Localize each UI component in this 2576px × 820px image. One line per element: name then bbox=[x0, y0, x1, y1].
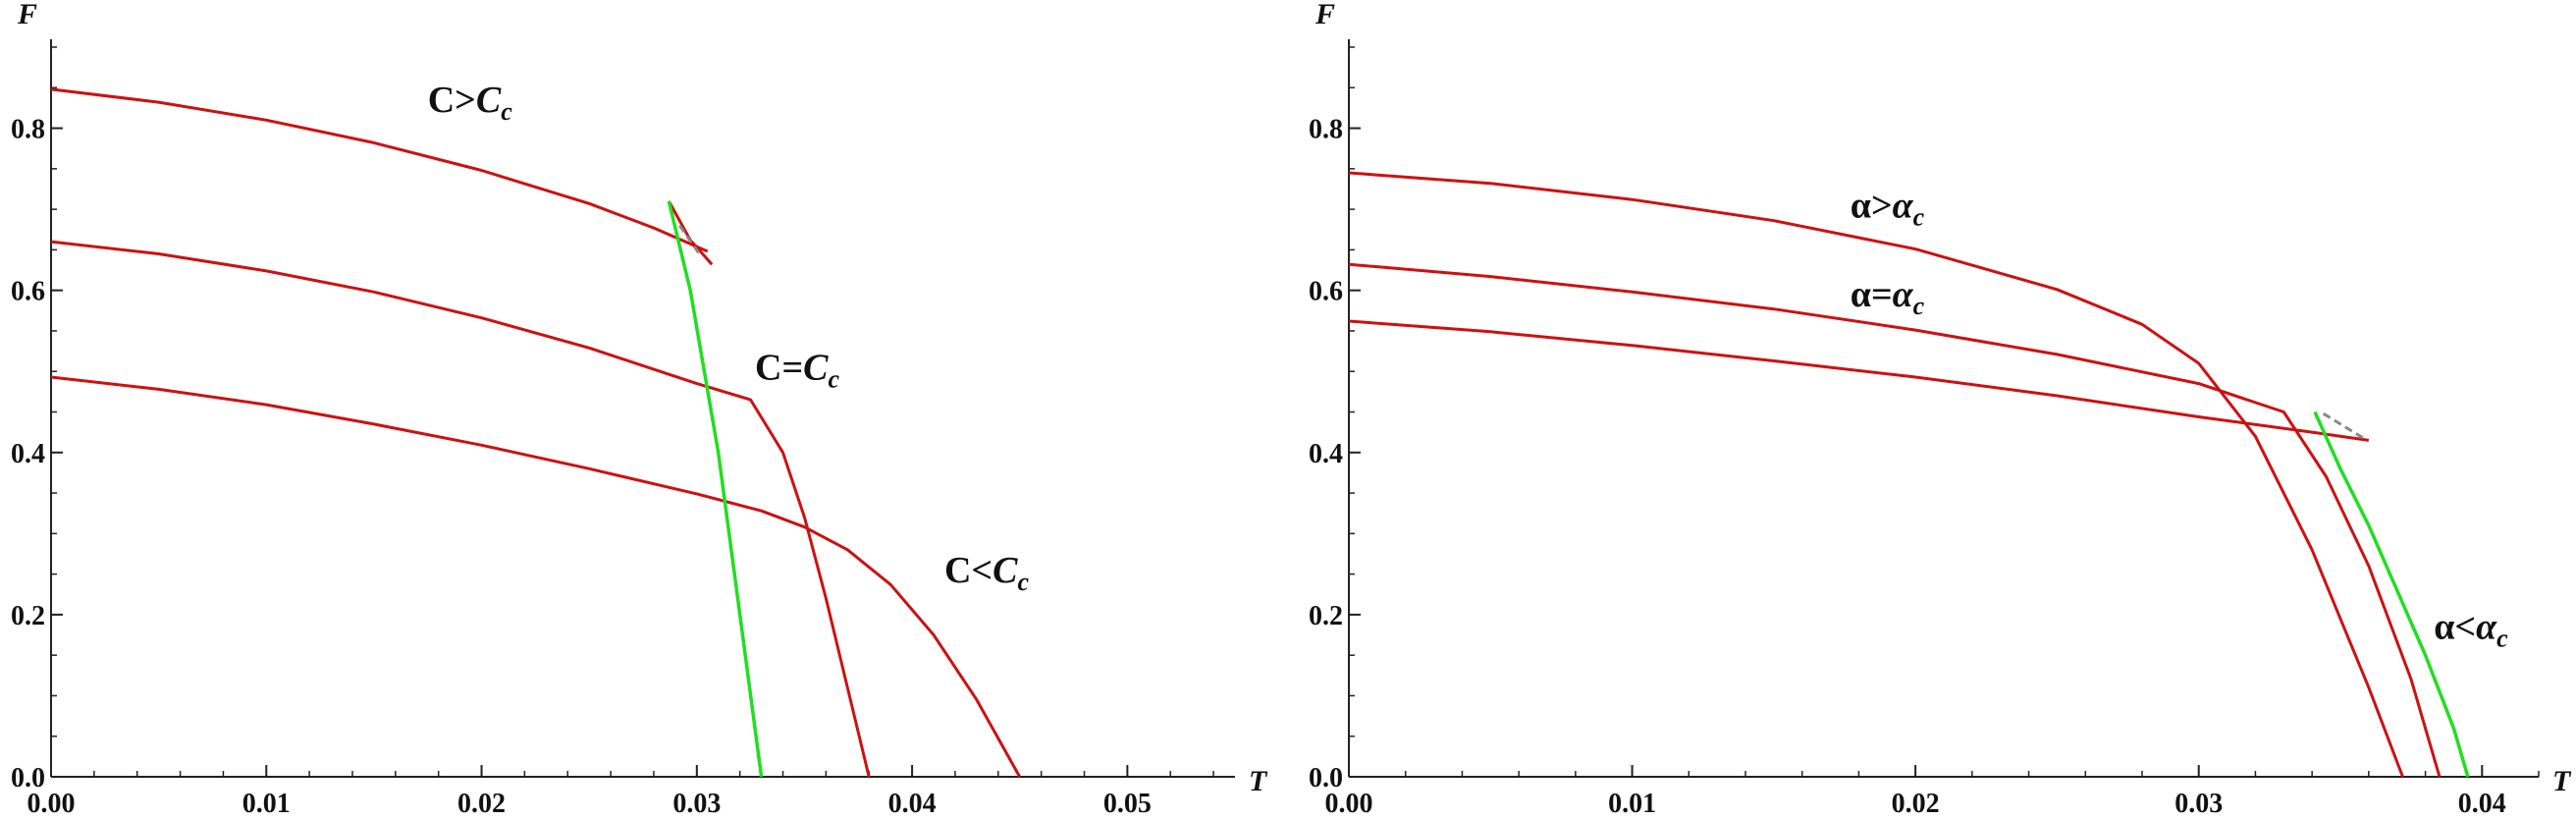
free-energy-curve-3 bbox=[1348, 319, 2370, 442]
y-tick-label: 0.2 bbox=[11, 601, 45, 631]
annotation-symbol: C bbox=[476, 80, 502, 121]
annotation-main: C< bbox=[944, 550, 993, 591]
annotation-subscript: c bbox=[501, 97, 512, 126]
x-tick-label: 0.03 bbox=[672, 789, 721, 819]
x-tick-label: 0.00 bbox=[1325, 789, 1373, 819]
x-tick-label: 0.04 bbox=[2458, 789, 2506, 819]
y-tick-label: 0.8 bbox=[11, 115, 45, 145]
y-axis-title: F bbox=[1315, 0, 1335, 30]
annotation-main: C> bbox=[428, 80, 476, 121]
free-energy-curve-2 bbox=[1348, 262, 2442, 778]
x-tick-label: 0.05 bbox=[1103, 789, 1152, 819]
y-tick-label: 0.2 bbox=[1309, 601, 1343, 631]
transition-line bbox=[667, 200, 764, 778]
annotation-symbol: α bbox=[2476, 607, 2497, 648]
x-tick-label: 0.00 bbox=[27, 789, 76, 819]
annotation-subscript: c bbox=[2496, 625, 2508, 653]
curve-annotation-3: α<αc bbox=[2434, 607, 2508, 653]
x-tick-label: 0.01 bbox=[1608, 789, 1656, 819]
curve-annotation-2: α=αc bbox=[1851, 274, 1925, 320]
y-tick-label: 0.0 bbox=[11, 763, 45, 793]
y-tick-label: 0.6 bbox=[1309, 277, 1343, 307]
annotation-main: α> bbox=[1851, 185, 1893, 226]
free-energy-curve-3 bbox=[50, 240, 871, 778]
swallowtail-dashed-segment bbox=[678, 224, 703, 257]
transition-line bbox=[2313, 410, 2470, 778]
annotation-subscript: c bbox=[828, 364, 839, 393]
annotation-symbol: C bbox=[803, 347, 829, 388]
annotation-symbol: α bbox=[1893, 185, 1914, 226]
x-tick-label: 0.02 bbox=[1892, 789, 1940, 819]
annotation-subscript: c bbox=[1017, 568, 1029, 596]
annotation-main: α< bbox=[2434, 607, 2476, 648]
y-tick-label: 0.8 bbox=[1309, 115, 1343, 145]
left-chart-panel: 0.00 0.01 0.02 0.03 0.04 0.05 0.0 0.2 0.4 0.6 0.8 T… bbox=[11, 0, 1268, 819]
annotation-symbol: α bbox=[1893, 274, 1914, 315]
right-chart-panel: 0.00 0.01 0.02 0.03 0.040.00.20.40.60.8TFα>α… bbox=[1309, 0, 2572, 819]
y-tick-label: 0.6 bbox=[11, 277, 45, 307]
x-tick-label: 0.03 bbox=[2174, 789, 2223, 819]
annotation-subscript: c bbox=[1913, 292, 1925, 320]
free-energy-curve-1 bbox=[50, 87, 709, 253]
annotation-main: α= bbox=[1851, 274, 1893, 315]
y-axis-title: F bbox=[17, 0, 37, 30]
annotation-subscript: c bbox=[1913, 202, 1925, 231]
x-tick-label: 0.02 bbox=[457, 789, 506, 819]
x-tick-label: 0.01 bbox=[242, 789, 291, 819]
curve-annotation-1: α>αc bbox=[1851, 185, 1925, 231]
y-tick-label: 0.0 bbox=[1309, 763, 1343, 793]
free-energy-curve-4 bbox=[50, 375, 1022, 778]
curve-annotation-1: C>Cc bbox=[428, 80, 512, 126]
y-tick-label: 0.4 bbox=[1309, 439, 1343, 469]
free-energy-curve-1 bbox=[1348, 171, 2404, 778]
x-tick-label: 0.04 bbox=[888, 789, 937, 819]
swallowtail-dashed-segment bbox=[2322, 411, 2364, 440]
annotation-symbol: C bbox=[993, 550, 1018, 591]
y-tick-label: 0.4 bbox=[11, 439, 45, 469]
curve-annotation-3: C<Cc bbox=[944, 550, 1029, 596]
annotation-main: C= bbox=[755, 347, 803, 388]
curve-annotation-2: C=Cc bbox=[755, 347, 839, 393]
x-axis-title: T bbox=[2552, 765, 2572, 797]
x-axis-title: T bbox=[1249, 765, 1268, 797]
